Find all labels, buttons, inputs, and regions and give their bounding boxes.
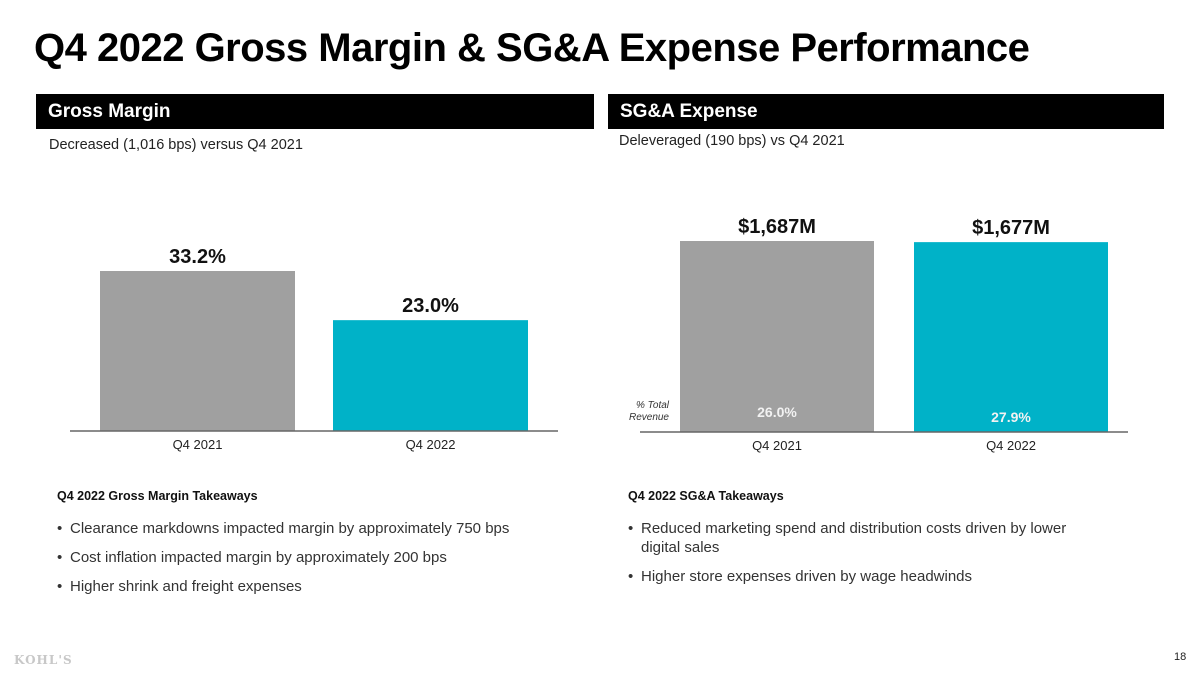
page-title: Q4 2022 Gross Margin & SG&A Expense Perf… <box>34 26 1030 70</box>
bar-value-label: 33.2% <box>169 246 226 268</box>
bar-value-label: $1,677M <box>972 217 1050 239</box>
sga-expense-header: SG&A Expense <box>608 94 1164 129</box>
pct-revenue-label: 26.0% <box>757 404 797 420</box>
category-tick-label: Q4 2021 <box>173 437 223 452</box>
takeaway-item: Cost inflation impacted margin by approx… <box>57 548 577 567</box>
bar-q4-2021 <box>100 271 295 431</box>
pct-total-revenue-label: % Total Revenue <box>628 400 669 423</box>
gross-margin-chart: 33.2% Q4 2021 23.0% Q4 2022 <box>70 246 558 452</box>
pct-revenue-label: 27.9% <box>991 409 1031 425</box>
category-tick-label: Q4 2022 <box>986 438 1036 453</box>
sga-takeaways-title: Q4 2022 SG&A Takeaways <box>628 489 784 503</box>
bar-value-label: $1,687M <box>738 216 816 238</box>
sga-takeaways-list: Reduced marketing spend and distribution… <box>628 519 1098 596</box>
takeaway-item: Reduced marketing spend and distribution… <box>628 519 1098 557</box>
category-tick-label: Q4 2022 <box>406 437 456 452</box>
kohls-logo: KOHL'S <box>14 653 73 667</box>
gross-margin-takeaways-list: Clearance markdowns impacted margin by a… <box>57 519 577 606</box>
bar-q4-2022 <box>914 242 1108 432</box>
takeaway-item: Higher shrink and freight expenses <box>57 577 577 596</box>
sga-subtitle: Deleveraged (190 bps) vs Q4 2021 <box>619 133 845 149</box>
bar-q4-2021 <box>680 241 874 432</box>
category-tick-label: Q4 2021 <box>752 438 802 453</box>
bar-q4-2022 <box>333 320 528 431</box>
bar-value-label: 23.0% <box>402 295 459 317</box>
gross-margin-subtitle: Decreased (1,016 bps) versus Q4 2021 <box>49 137 303 153</box>
gross-margin-takeaways-title: Q4 2022 Gross Margin Takeaways <box>57 489 258 503</box>
gross-margin-header: Gross Margin <box>36 94 594 129</box>
page-number: 18 <box>1174 651 1187 663</box>
takeaway-item: Clearance markdowns impacted margin by a… <box>57 519 577 538</box>
takeaway-item: Higher store expenses driven by wage hea… <box>628 567 1098 586</box>
sga-expense-chart: $1,687M Q4 2021 26.0% $1,677M Q4 2022 27.9% <box>640 216 1128 453</box>
